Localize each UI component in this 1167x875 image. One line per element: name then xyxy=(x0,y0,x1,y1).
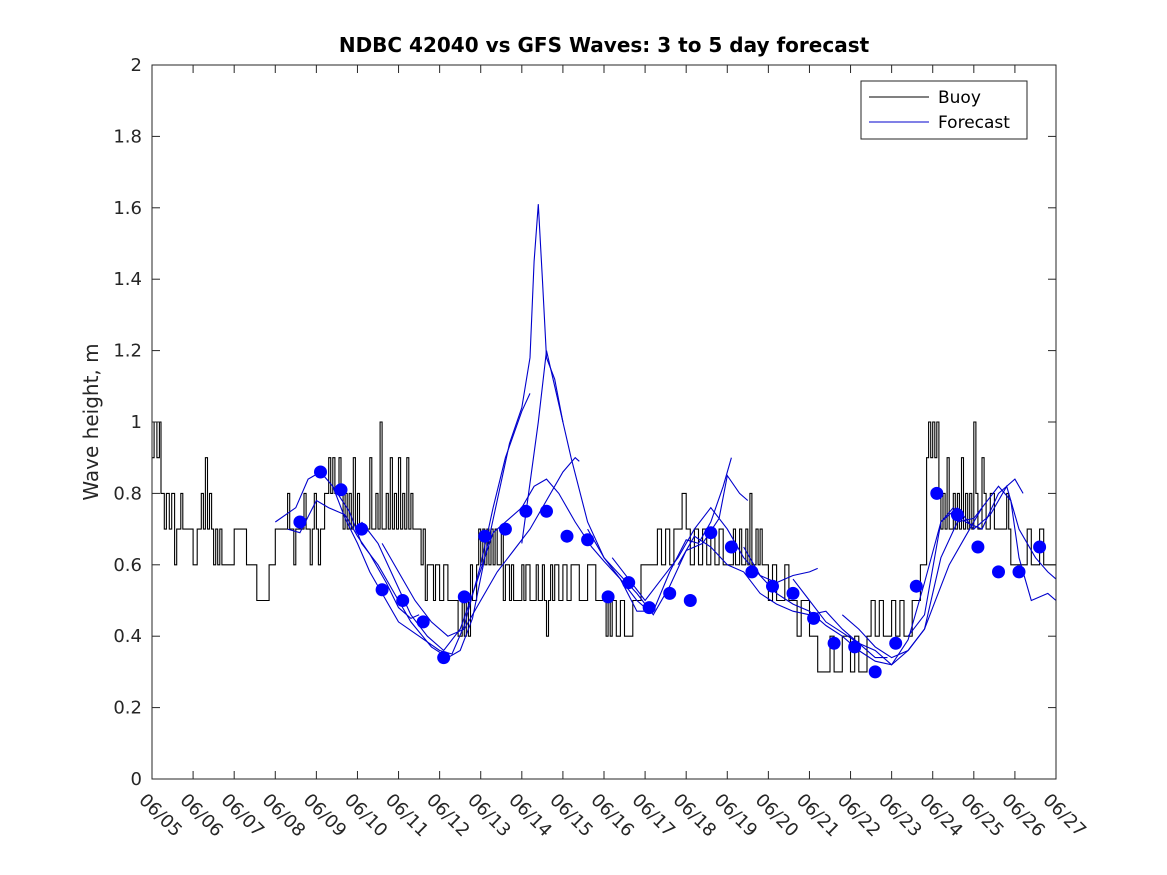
series-layer xyxy=(152,204,1057,679)
y-tick-label-7: 1.4 xyxy=(113,269,142,290)
y-axis-title: Wave height, m xyxy=(79,343,103,500)
forecast-marker-16 xyxy=(622,576,636,590)
forecast-marker-26 xyxy=(827,636,841,650)
forecast-marker-17 xyxy=(642,601,656,615)
forecast-marker-33 xyxy=(971,540,985,554)
forecast-marker-36 xyxy=(1033,540,1047,554)
forecast-marker-19 xyxy=(683,594,697,607)
forecast-marker-14 xyxy=(581,533,595,547)
forecast-line-12 xyxy=(907,484,1057,637)
forecast-marker-18 xyxy=(663,586,677,600)
forecast-marker-10 xyxy=(498,522,512,536)
forecast-marker-15 xyxy=(601,590,615,604)
forecast-marker-29 xyxy=(889,636,903,650)
y-tick-label-5: 1 xyxy=(131,412,142,433)
forecast-marker-9 xyxy=(478,529,492,543)
forecast-line-6 xyxy=(587,474,749,616)
y-tick-label-1: 0.2 xyxy=(113,698,142,719)
legend-buoy-label: Buoy xyxy=(938,88,981,108)
forecast-marker-22 xyxy=(745,565,759,579)
chart-title: NDBC 42040 vs GFS Waves: 3 to 5 day fore… xyxy=(339,33,870,57)
forecast-marker-13 xyxy=(560,529,574,543)
forecast-marker-28 xyxy=(868,665,882,679)
y-tick-label-9: 1.8 xyxy=(113,126,142,147)
forecast-marker-31 xyxy=(930,486,944,500)
forecast-line-0 xyxy=(287,499,420,620)
y-tick-label-2: 0.4 xyxy=(113,626,142,647)
y-tick-label-0: 0 xyxy=(131,769,142,790)
y-tick-label-10: 2 xyxy=(131,55,142,76)
forecast-line-11 xyxy=(841,485,1057,659)
forecast-marker-12 xyxy=(540,504,553,518)
y-tick-label-8: 1.6 xyxy=(113,198,142,219)
y-tick-label-3: 0.6 xyxy=(113,555,142,576)
forecast-marker-2 xyxy=(334,483,348,497)
buoy-series-line xyxy=(152,421,1056,673)
forecast-marker-8 xyxy=(457,590,471,604)
forecast-line-4 xyxy=(381,456,580,637)
forecast-marker-24 xyxy=(786,586,800,600)
forecast-marker-34 xyxy=(992,565,1005,579)
forecast-marker-32 xyxy=(950,508,964,522)
legend-forecast-label: Forecast xyxy=(938,113,1010,133)
forecast-marker-3 xyxy=(355,522,369,536)
forecast-marker-4 xyxy=(375,583,389,597)
y-tick-label-4: 0.8 xyxy=(113,483,142,504)
forecast-marker-7 xyxy=(437,651,451,665)
forecast-marker-27 xyxy=(848,640,862,654)
forecast-marker-6 xyxy=(416,615,430,629)
forecast-marker-25 xyxy=(807,611,821,625)
forecast-marker-1 xyxy=(314,465,327,479)
forecast-marker-5 xyxy=(396,594,410,607)
forecast-line-10 xyxy=(792,478,1024,666)
forecast-marker-23 xyxy=(766,579,779,593)
forecast-marker-20 xyxy=(704,526,718,540)
forecast-marker-11 xyxy=(519,504,533,518)
legend: Buoy Forecast xyxy=(860,80,1028,140)
forecast-marker-0 xyxy=(293,515,307,529)
forecast-marker-35 xyxy=(1012,565,1026,579)
forecast-marker-30 xyxy=(909,579,923,593)
forecast-line-7 xyxy=(611,506,818,602)
y-tick-label-6: 1.2 xyxy=(113,341,142,362)
forecast-line-3 xyxy=(361,478,646,652)
forecast-marker-21 xyxy=(724,540,738,554)
forecast-line-9 xyxy=(743,507,983,666)
legend-box xyxy=(860,80,1028,140)
plot-area xyxy=(152,65,1056,779)
